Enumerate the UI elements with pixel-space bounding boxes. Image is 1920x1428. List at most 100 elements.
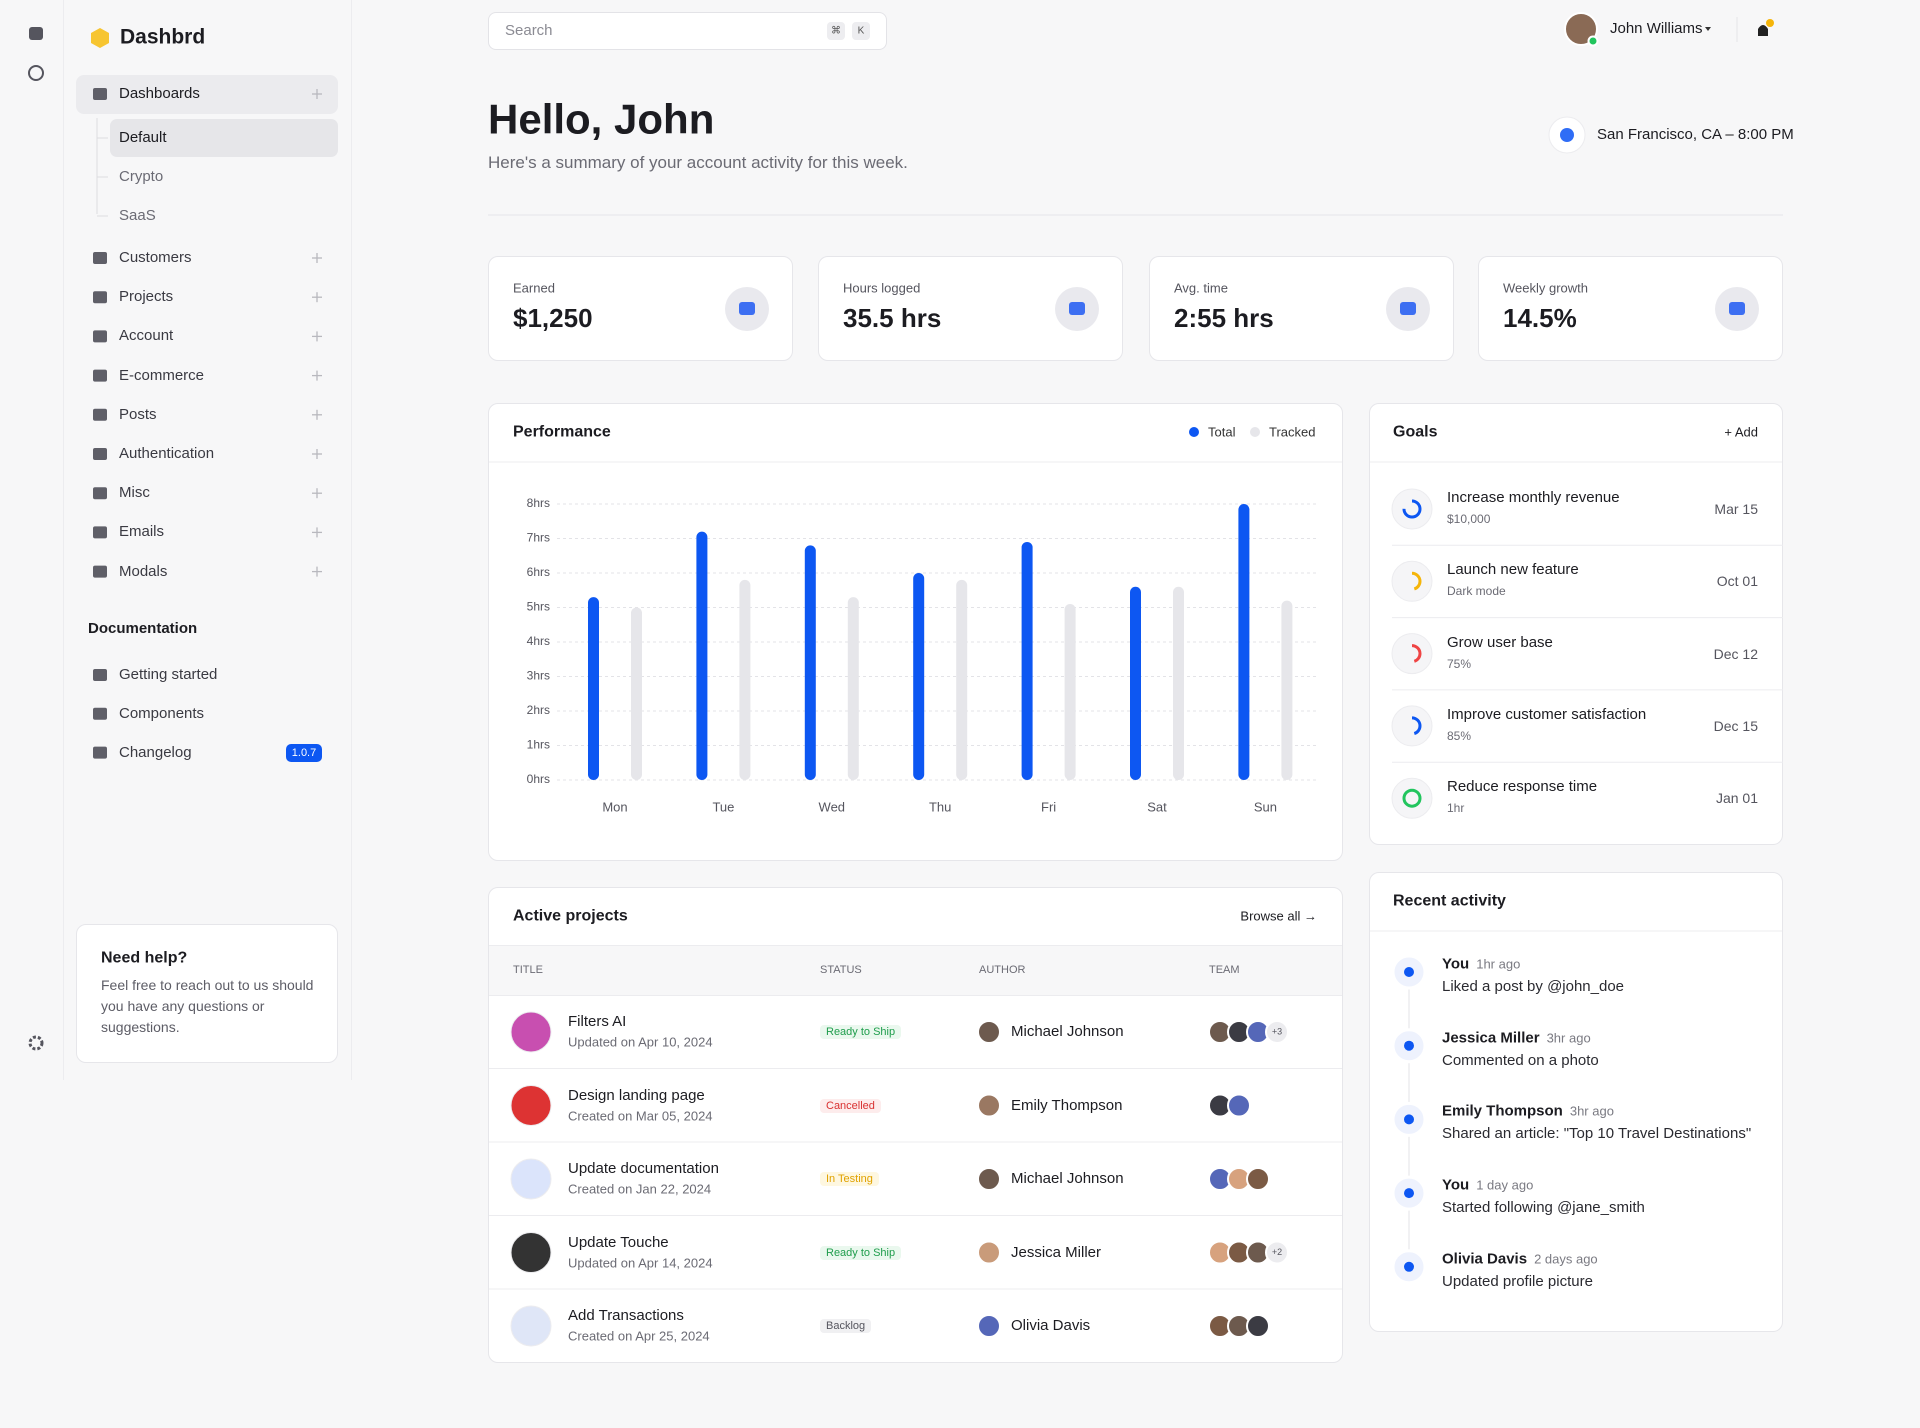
project-date: Created on Apr 25, 2024	[568, 1328, 710, 1344]
globe-icon	[1560, 128, 1574, 142]
goal-date: Oct 01	[1716, 573, 1758, 590]
brand-name: Dashbrd	[120, 25, 206, 49]
goals-card	[1369, 403, 1783, 845]
nav-subitem[interactable]: Default	[119, 129, 167, 146]
table-head	[489, 945, 1342, 996]
activity-head: Jessica Miller 3hr ago	[1442, 1029, 1591, 1046]
user-name[interactable]: John Williams	[1610, 20, 1703, 37]
goal-title: Reduce response time	[1447, 778, 1598, 796]
activity-head: You 1hr ago	[1442, 956, 1520, 973]
help-text: Feel free to reach out to us should you …	[101, 977, 314, 1035]
nav-sub-active[interactable]	[110, 119, 338, 157]
project-title[interactable]: Design landing page	[568, 1086, 705, 1104]
project-date: Updated on Apr 10, 2024	[568, 1034, 713, 1050]
column-header: TITLE	[513, 964, 543, 976]
globe-bg	[1548, 116, 1586, 154]
project-date: Updated on Apr 14, 2024	[568, 1255, 713, 1270]
card-title: Goals	[1393, 423, 1438, 441]
nav-item[interactable]: Changelog	[119, 743, 192, 761]
stat-label: Hours logged	[843, 280, 921, 296]
project-date: Created on Jan 22, 2024	[568, 1181, 712, 1197]
project-title[interactable]: Add Transactions	[568, 1307, 684, 1324]
activity-time: 3hr ago	[1546, 1030, 1591, 1046]
goal-title: Launch new feature	[1447, 561, 1579, 579]
kbd-key: ⌘	[831, 25, 841, 37]
help-card	[76, 924, 338, 1063]
activity-head: Emily Thompson 3hr ago	[1442, 1103, 1614, 1120]
column-header: AUTHOR	[979, 964, 1026, 976]
goal-detail: $10,000	[1447, 512, 1491, 526]
nav-item[interactable]: Projects	[119, 288, 174, 306]
status-badge: Ready to Ship	[820, 1025, 902, 1039]
section-title: Documentation	[88, 620, 198, 637]
activity-time: 2 days ago	[1534, 1251, 1598, 1267]
activity-user: Jessica Miller	[1442, 1029, 1540, 1047]
stat-card	[1149, 256, 1454, 361]
project-title[interactable]: Update documentation	[568, 1160, 719, 1177]
stat-label: Weekly growth	[1503, 280, 1589, 296]
badge	[286, 743, 322, 762]
activity-text: Commented on a photo	[1442, 1051, 1599, 1069]
goal-date: Dec 12	[1713, 645, 1758, 662]
browse-link[interactable]: Browse all →	[1240, 908, 1317, 924]
badge-text: 1.0.7	[291, 746, 317, 759]
author-name: Jessica Miller	[1011, 1243, 1102, 1261]
status-dot	[1587, 35, 1599, 47]
activity-time: 1hr ago	[1476, 956, 1521, 972]
goal-detail: 85%	[1447, 728, 1472, 743]
nav-item[interactable]: Account	[119, 327, 174, 345]
activity-time: 3hr ago	[1569, 1103, 1614, 1119]
activity-text: Started following @jane_smith	[1442, 1199, 1645, 1217]
add-button[interactable]: + Add	[1724, 424, 1758, 440]
activity-time: 1 day ago	[1476, 1177, 1534, 1193]
nav-item[interactable]: Customers	[119, 249, 192, 266]
project-title[interactable]: Filters AI	[568, 1013, 627, 1030]
nav-item[interactable]: E-commerce	[119, 366, 205, 384]
notif-dot	[1766, 19, 1774, 27]
help-title: Need help?	[101, 949, 188, 967]
goal-detail: 1hr	[1447, 801, 1465, 816]
legend-label: Tracked	[1269, 424, 1316, 440]
nav-item[interactable]: Authentication	[119, 445, 215, 462]
project-date: Created on Mar 05, 2024	[568, 1108, 713, 1123]
activity-user: Olivia Davis	[1442, 1250, 1528, 1268]
author-name: Michael Johnson	[1011, 1170, 1124, 1187]
stat-label: Avg. time	[1174, 280, 1228, 296]
card-title: Recent activity	[1393, 892, 1506, 910]
nav-item[interactable]: Dashboards	[119, 85, 200, 102]
bell-icon	[1758, 25, 1768, 36]
activity-user: You	[1442, 1176, 1470, 1194]
stat-value: 2:55 hrs	[1174, 303, 1274, 333]
nav-item[interactable]: Posts	[119, 405, 157, 423]
author-name: Michael Johnson	[1011, 1023, 1124, 1040]
nav-active[interactable]	[76, 75, 338, 114]
location-text: San Francisco, CA – 8:00 PM	[1597, 126, 1794, 143]
nav-item[interactable]: Getting started	[119, 666, 218, 683]
icon-rail	[0, 0, 64, 1080]
nav-item[interactable]: Misc	[119, 484, 150, 502]
project-title[interactable]: Update Touche	[568, 1233, 669, 1251]
goal-title: Increase monthly revenue	[1447, 489, 1620, 506]
activity-head: You 1 day ago	[1442, 1177, 1533, 1194]
search-box[interactable]	[488, 12, 887, 50]
column-header: TEAM	[1209, 964, 1240, 976]
page-subtitle: Here's a summary of your account activit…	[488, 153, 908, 172]
stat-value: 35.5 hrs	[843, 303, 942, 333]
nav-subitem[interactable]: SaaS	[119, 207, 156, 224]
nav-subitem[interactable]: Crypto	[119, 168, 164, 185]
activity-user: Emily Thompson	[1442, 1102, 1563, 1120]
column-header: STATUS	[820, 964, 862, 976]
caret	[1705, 27, 1711, 31]
status-badge: In Testing	[820, 1172, 879, 1186]
nav-item[interactable]: Modals	[119, 562, 168, 580]
stat-value: 14.5%	[1503, 303, 1577, 333]
nav-item[interactable]: Emails	[119, 523, 165, 541]
activity-card	[1369, 872, 1783, 1332]
stat-label: Earned	[513, 280, 555, 296]
nav-item[interactable]: Components	[119, 704, 205, 722]
stat-value: $1,250	[513, 303, 593, 333]
page-title: Hello, John	[488, 95, 715, 143]
goal-detail: Dark mode	[1447, 584, 1506, 599]
card-title: Active projects	[513, 907, 628, 925]
